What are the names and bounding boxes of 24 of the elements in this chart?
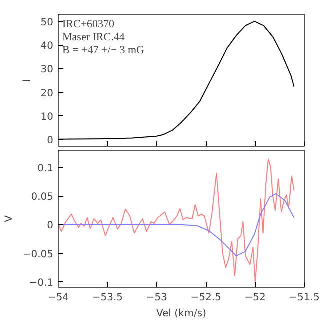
y-tick-label: −0.05: [22, 249, 54, 260]
line-series: [58, 158, 295, 282]
x-tick-label: −52.5: [190, 292, 222, 304]
y-tick-label: 0.05: [31, 192, 54, 204]
y-tick-label: 0: [47, 220, 54, 232]
x-tick-label: −54: [48, 292, 70, 304]
annotation: Maser IRC.44: [62, 32, 126, 44]
y-tick-label: 40: [40, 41, 54, 52]
x-tick-label: −53.5: [92, 292, 124, 304]
y-tick-label: 10: [40, 112, 54, 123]
y-axis-title: V: [4, 215, 15, 222]
y-tick-label: 0: [47, 135, 54, 146]
y-tick-label: 30: [40, 64, 54, 76]
x-axis-title: Vel (km/s): [156, 308, 207, 320]
y-tick-label: 0.1: [38, 164, 54, 175]
y-tick-label: −0.1: [29, 278, 54, 289]
y-axis-title: I: [22, 79, 33, 82]
x-tick-label: −53: [146, 292, 168, 304]
y-tick-label: 20: [40, 88, 54, 100]
annotation: IRC+60370: [62, 18, 116, 30]
annotation: B = +47 +/− 3 mG: [62, 44, 145, 56]
y-tick-label: 50: [40, 18, 54, 29]
x-tick-label: −51.5: [289, 292, 320, 304]
x-tick-label: −52: [244, 292, 266, 304]
